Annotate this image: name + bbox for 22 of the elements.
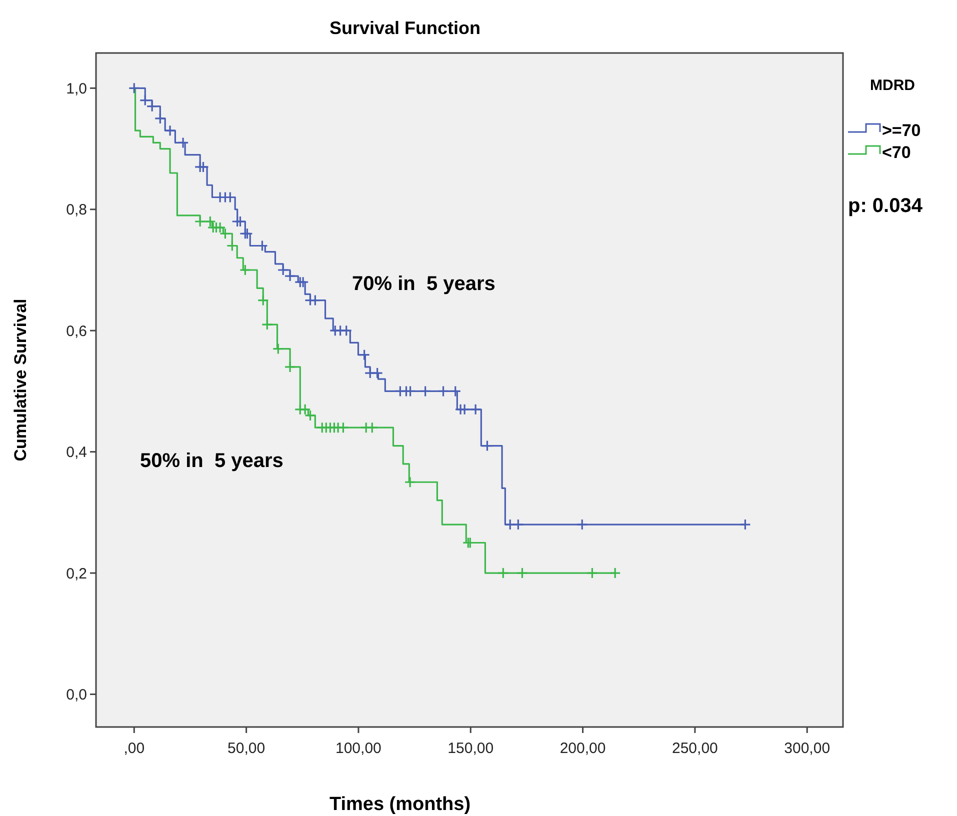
x-tick-label: 300,00 <box>784 740 830 757</box>
annotation: 50% in 5 years <box>140 450 284 472</box>
text: p: 0.034 <box>848 195 924 217</box>
x-tick-label: 150,00 <box>448 740 494 757</box>
y-tick-label: 0,6 <box>66 322 87 340</box>
x-tick-label: ,00 <box>124 740 145 757</box>
x-tick-label: 50,00 <box>228 740 266 757</box>
x-tick-label: 200,00 <box>560 740 606 757</box>
x-tick-label: 250,00 <box>672 740 718 757</box>
y-tick-label: 0,4 <box>66 444 87 462</box>
legend-label: <70 <box>882 143 911 162</box>
chart-title: Survival Function <box>329 18 481 38</box>
y-axis-title: Cumulative Survival <box>11 298 30 462</box>
y-tick-label: 1,0 <box>66 80 87 98</box>
x-tick-label: 100,00 <box>336 740 382 757</box>
y-tick-label: 0,0 <box>66 686 87 704</box>
x-axis-title: Times (months) <box>329 794 471 815</box>
legend-title: MDRD <box>870 77 916 94</box>
annotation: 70% in 5 years <box>352 273 496 295</box>
y-tick-label: 0,8 <box>66 202 87 219</box>
legend-label: >=70 <box>882 121 921 140</box>
y-tick-label: 0,2 <box>66 565 87 582</box>
